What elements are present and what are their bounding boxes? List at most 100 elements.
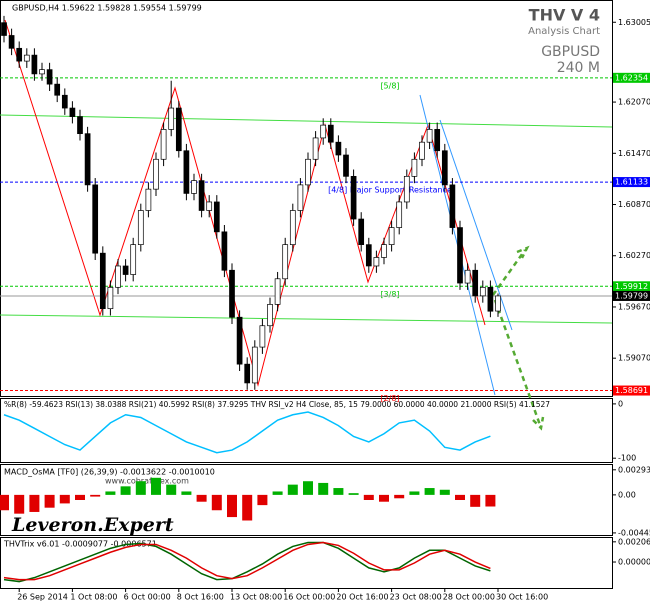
candle-body xyxy=(365,244,372,267)
candle-body xyxy=(312,137,319,160)
candle-body xyxy=(107,286,114,310)
y-tick-label: 1.62070 xyxy=(618,98,650,107)
trend-line xyxy=(0,114,613,128)
level-price-label: 1.58691 xyxy=(615,386,648,395)
y-tick-label: 1.59670 xyxy=(618,302,650,311)
x-tick-label: 8 Oct 16:00 xyxy=(177,593,224,602)
histogram-bar xyxy=(44,494,55,508)
candle-body xyxy=(244,363,251,384)
level-price-box xyxy=(613,281,650,292)
histogram-bar xyxy=(363,494,374,500)
histogram-bar xyxy=(272,491,283,495)
histogram-bar xyxy=(318,482,329,495)
x-tick-label: 28 Oct 00:00 xyxy=(443,593,495,602)
x-tick-label: 16 Oct 00:00 xyxy=(283,593,335,602)
candle-body xyxy=(77,116,83,135)
candle-body xyxy=(472,269,479,297)
candle-body xyxy=(381,244,387,258)
candle-body xyxy=(426,129,433,143)
candle-body xyxy=(183,150,190,194)
candle-body xyxy=(457,227,463,284)
series-line xyxy=(3,411,491,454)
candle-body xyxy=(297,184,304,211)
level-price-label: 1.61133 xyxy=(615,178,648,187)
channel-line xyxy=(439,119,513,331)
candle-body xyxy=(495,295,501,312)
candle-body xyxy=(449,184,456,228)
candle-body xyxy=(335,141,342,156)
y-tick-label: 1.61470 xyxy=(618,149,650,158)
histogram-bar xyxy=(14,494,25,514)
histogram-bar xyxy=(485,494,496,507)
histogram-bar xyxy=(348,493,359,495)
y-tick-label: 1.60870 xyxy=(618,200,650,209)
candle-body xyxy=(441,150,448,186)
histogram-bar xyxy=(59,494,70,504)
level-price-label: 1.62354 xyxy=(615,73,648,82)
candle-body xyxy=(31,54,38,75)
histogram-bar xyxy=(333,488,344,495)
candle-body xyxy=(434,129,441,152)
candle-body xyxy=(99,252,106,310)
histogram-bar xyxy=(257,494,268,506)
histogram-bar xyxy=(242,494,253,521)
candle-body xyxy=(229,269,235,318)
y-tick-label: 0.000000 xyxy=(618,558,650,567)
candle-body xyxy=(213,201,220,233)
candle-body xyxy=(464,269,471,284)
candle-body xyxy=(358,218,365,245)
candle-body xyxy=(175,107,182,152)
trix-panel xyxy=(0,537,613,589)
y-tick-label: 1.63005 xyxy=(618,18,650,27)
x-tick-label: 30 Oct 16:00 xyxy=(496,593,548,602)
candle-body xyxy=(23,54,30,62)
histogram-bar xyxy=(75,494,85,500)
candle-body xyxy=(92,184,99,254)
candle-body xyxy=(396,201,403,228)
x-tick-label: 1 Oct 08:00 xyxy=(70,593,117,602)
histogram-bar xyxy=(196,494,207,502)
y-tick-label: 1.60270 xyxy=(618,251,650,260)
histogram-bar xyxy=(120,486,131,495)
overlays xyxy=(0,19,613,431)
candle-body xyxy=(160,129,167,160)
candle-body xyxy=(282,244,289,280)
histogram-bar xyxy=(166,484,177,495)
candle-body xyxy=(388,227,395,245)
histogram-bar xyxy=(151,477,161,495)
candle-body xyxy=(267,304,273,327)
timeframe: 240 M xyxy=(557,60,600,76)
histogram-bar xyxy=(455,494,465,500)
histogram-bar xyxy=(0,494,9,511)
candle-body xyxy=(84,133,91,186)
histogram-bar xyxy=(135,481,146,495)
candle-body xyxy=(251,346,258,384)
candle-body xyxy=(69,107,76,117)
panel-title: %R(8) -59.4623 RSI(13) 38.0388 RSI(21) 4… xyxy=(4,400,550,409)
trend-line xyxy=(0,314,613,324)
x-tick-label: 13 Oct 08:00 xyxy=(230,593,282,602)
histogram-bar xyxy=(287,484,298,495)
series-line xyxy=(3,541,491,581)
y-tick-label: -100 xyxy=(618,454,636,463)
candle-body xyxy=(487,286,494,312)
candle-body xyxy=(145,188,152,211)
level-price-label: 1.59799 xyxy=(615,291,648,300)
candle-body xyxy=(259,325,266,348)
candle-body xyxy=(289,210,296,245)
candle-body xyxy=(16,47,23,62)
candle-body xyxy=(350,175,357,220)
x-tick-label: 26 Sep 2014 xyxy=(17,593,68,602)
histogram-bar xyxy=(424,488,435,495)
panel-title: MACD_OsMA [TF0] (26,39,9) -0.0013622 -0.… xyxy=(4,468,215,477)
candle-body xyxy=(191,180,197,194)
histogram-bar xyxy=(181,491,192,495)
level-price-box xyxy=(613,385,650,396)
histogram-bar xyxy=(105,491,116,495)
level-label: [2/8] xyxy=(380,394,399,403)
candle-body xyxy=(305,158,311,186)
y-tick-label: 0.002937 xyxy=(618,465,650,474)
panel-title: THVTrix v6.01 -0.0009077 -0.0006571 xyxy=(3,540,157,549)
candle-body xyxy=(137,210,144,245)
x-tick-label: 20 Oct 16:00 xyxy=(336,593,388,602)
